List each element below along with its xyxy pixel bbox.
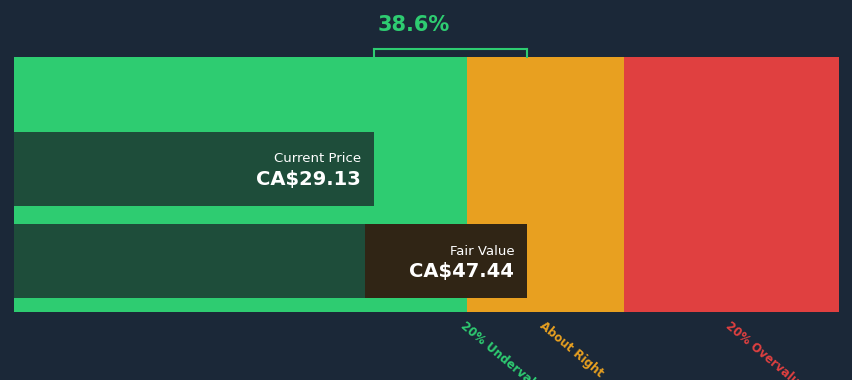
Bar (14, 224, 527, 298)
Text: Undervalued: Undervalued (377, 59, 467, 72)
Text: 38.6%: 38.6% (377, 15, 450, 35)
Text: CA$47.44: CA$47.44 (409, 263, 514, 281)
Text: Fair Value: Fair Value (449, 245, 514, 258)
Text: Current Price: Current Price (273, 152, 360, 165)
Bar (365, 224, 527, 298)
Bar (624, 57, 838, 312)
Text: About Right: About Right (536, 319, 605, 380)
Bar (466, 57, 624, 312)
Text: 20% Overvalued: 20% Overvalued (722, 319, 814, 380)
Text: 20% Undervalued: 20% Undervalued (458, 319, 556, 380)
Bar (14, 132, 373, 206)
Bar (14, 57, 466, 312)
Text: CA$29.13: CA$29.13 (256, 170, 360, 189)
